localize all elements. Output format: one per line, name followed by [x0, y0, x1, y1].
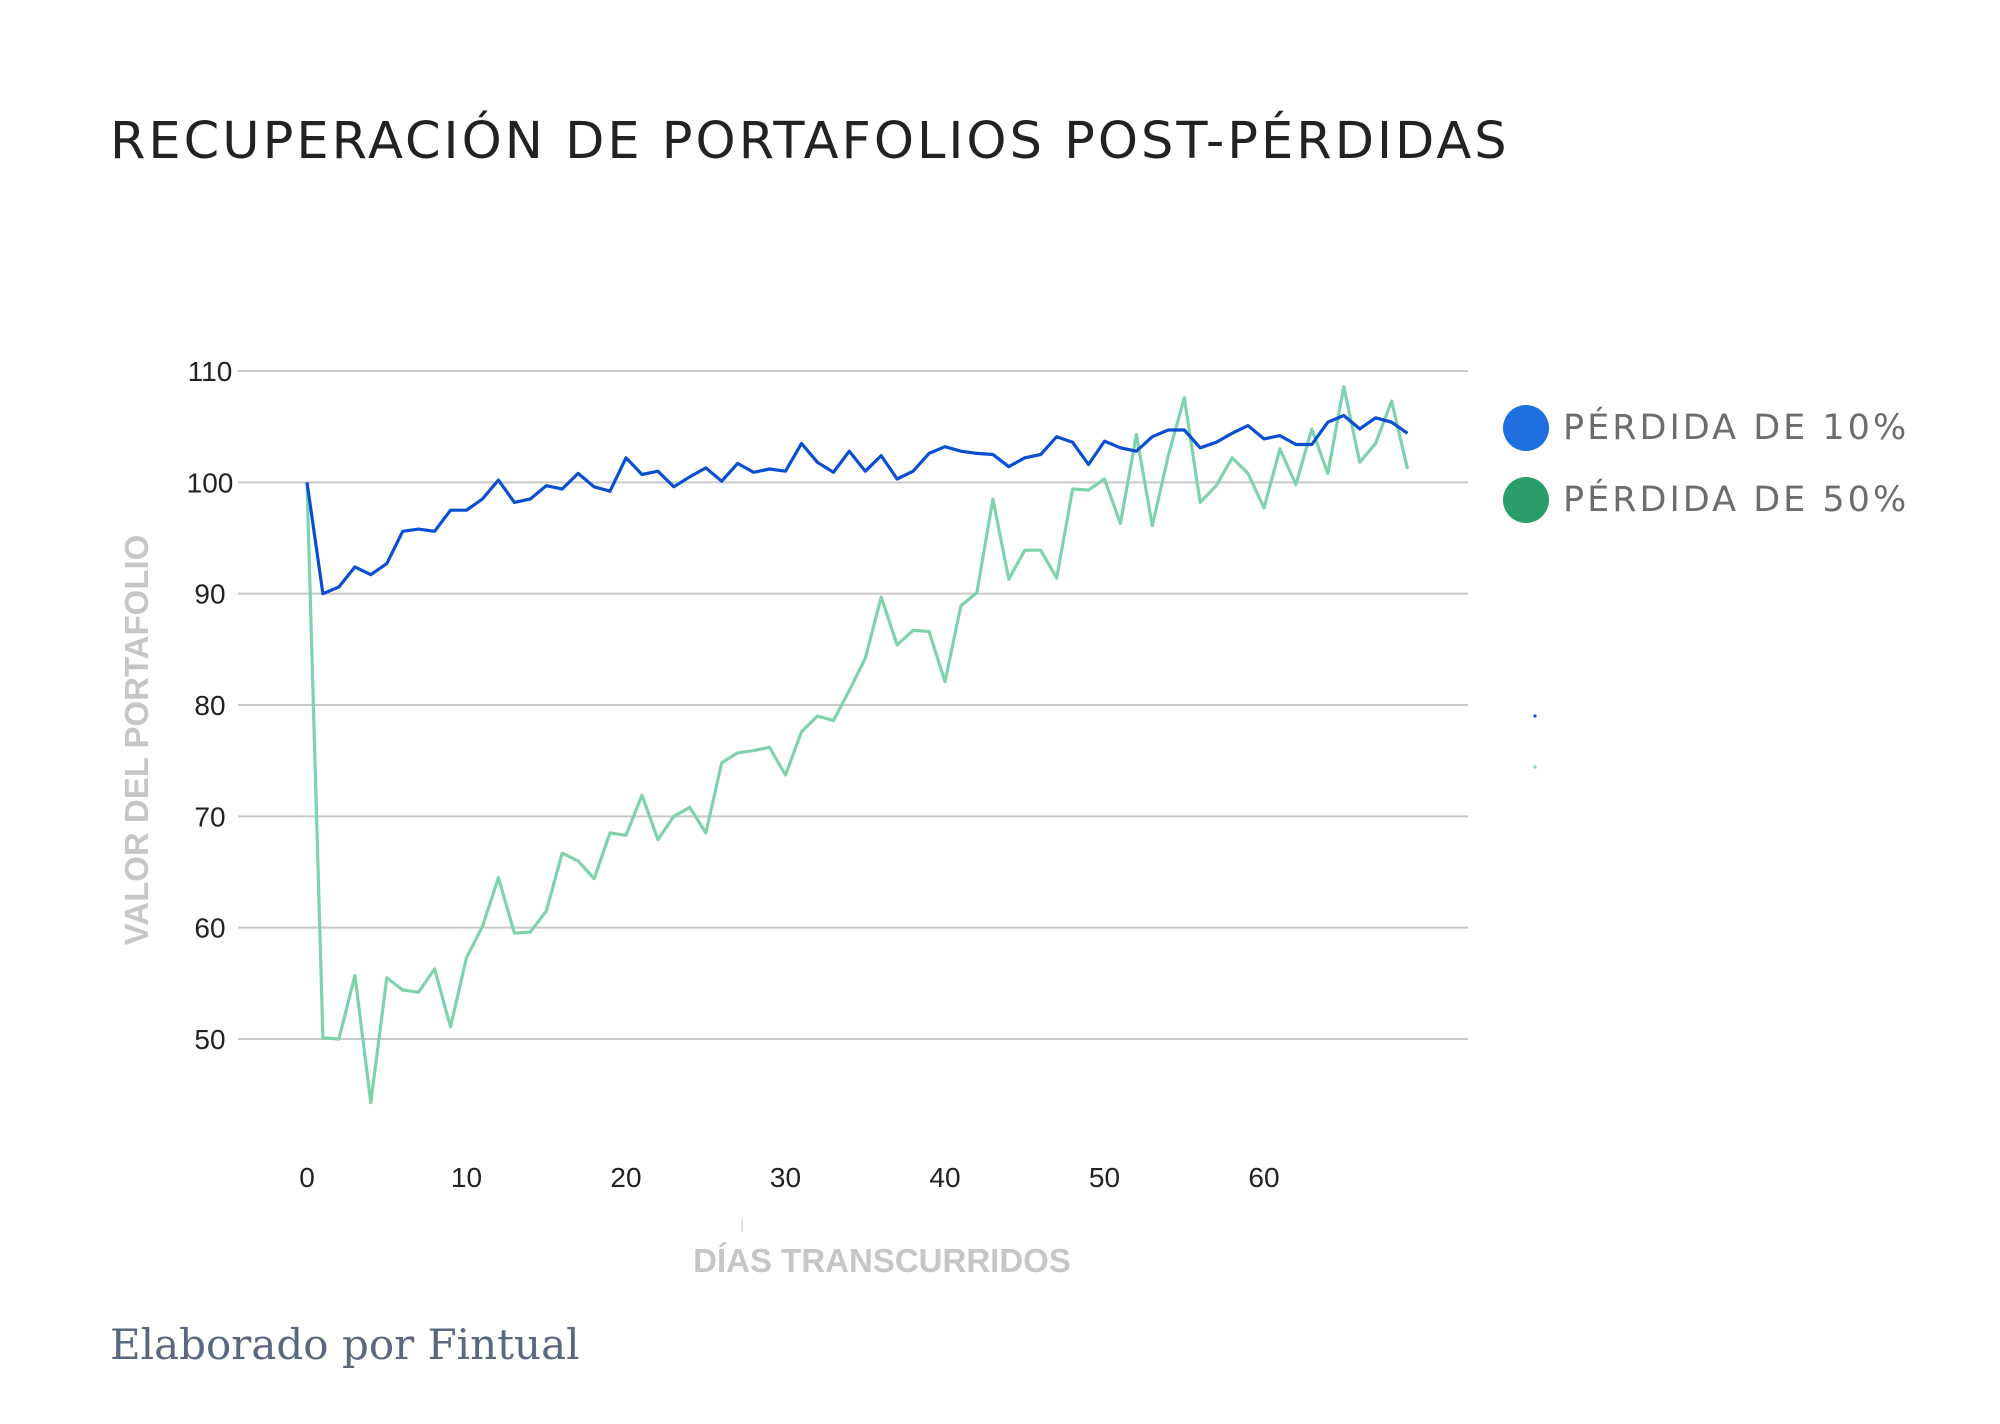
x-axis-label: DÍAS TRANSCURRIDOS — [693, 1242, 1071, 1279]
x-tick-label-40: 40 — [929, 1162, 960, 1193]
y-tick-labels: 50 60 70 80 90 100 110 — [187, 356, 234, 1055]
gridlines — [238, 370, 1468, 1040]
legend-item-50: PÉRDIDA DE 50% — [1503, 464, 1909, 536]
legend-remnant-blue — [1533, 714, 1537, 718]
y-tick-label-90: 90 — [194, 579, 225, 610]
legend-dot-50 — [1503, 477, 1549, 523]
x-tick-label-30: 30 — [770, 1162, 801, 1193]
legend-label-10: PÉRDIDA DE 10% — [1563, 408, 1910, 448]
legend-remnant-green — [1533, 765, 1537, 769]
y-tick-label-110: 110 — [188, 356, 233, 387]
y-tick-label-70: 70 — [194, 801, 225, 832]
y-tick-label-100: 100 — [187, 467, 234, 498]
legend-remnant-marks — [1533, 714, 1537, 769]
legend: PÉRDIDA DE 10% PÉRDIDA DE 50% — [1503, 392, 1909, 536]
series-line-10 — [305, 413, 1409, 596]
y-tick-label-60: 60 — [194, 913, 225, 944]
y-axis-label: VALOR DEL PORTAFOLIO — [118, 535, 155, 946]
x-tick-labels: 0 10 20 30 40 50 60 — [299, 1162, 1279, 1193]
y-tick-label-50: 50 — [194, 1024, 225, 1055]
x-tick-label-20: 20 — [610, 1162, 641, 1193]
legend-dot-10 — [1503, 405, 1549, 451]
x-tick-label-0: 0 — [299, 1162, 315, 1193]
x-tick-label-50: 50 — [1089, 1162, 1120, 1193]
x-tick-label-60: 60 — [1248, 1162, 1279, 1193]
chart-title: RECUPERACIÓN DE PORTAFOLIOS POST-PÉRDIDA… — [110, 112, 1510, 171]
legend-item-10: PÉRDIDA DE 10% — [1503, 392, 1909, 464]
y-tick-label-80: 80 — [194, 690, 225, 721]
series-line-50 — [305, 385, 1410, 1105]
x-tick-label-10: 10 — [451, 1162, 482, 1193]
series-lines — [305, 385, 1410, 1105]
legend-label-50: PÉRDIDA DE 50% — [1563, 480, 1910, 520]
footer-credit: Elaborado por Fintual — [110, 1320, 580, 1368]
